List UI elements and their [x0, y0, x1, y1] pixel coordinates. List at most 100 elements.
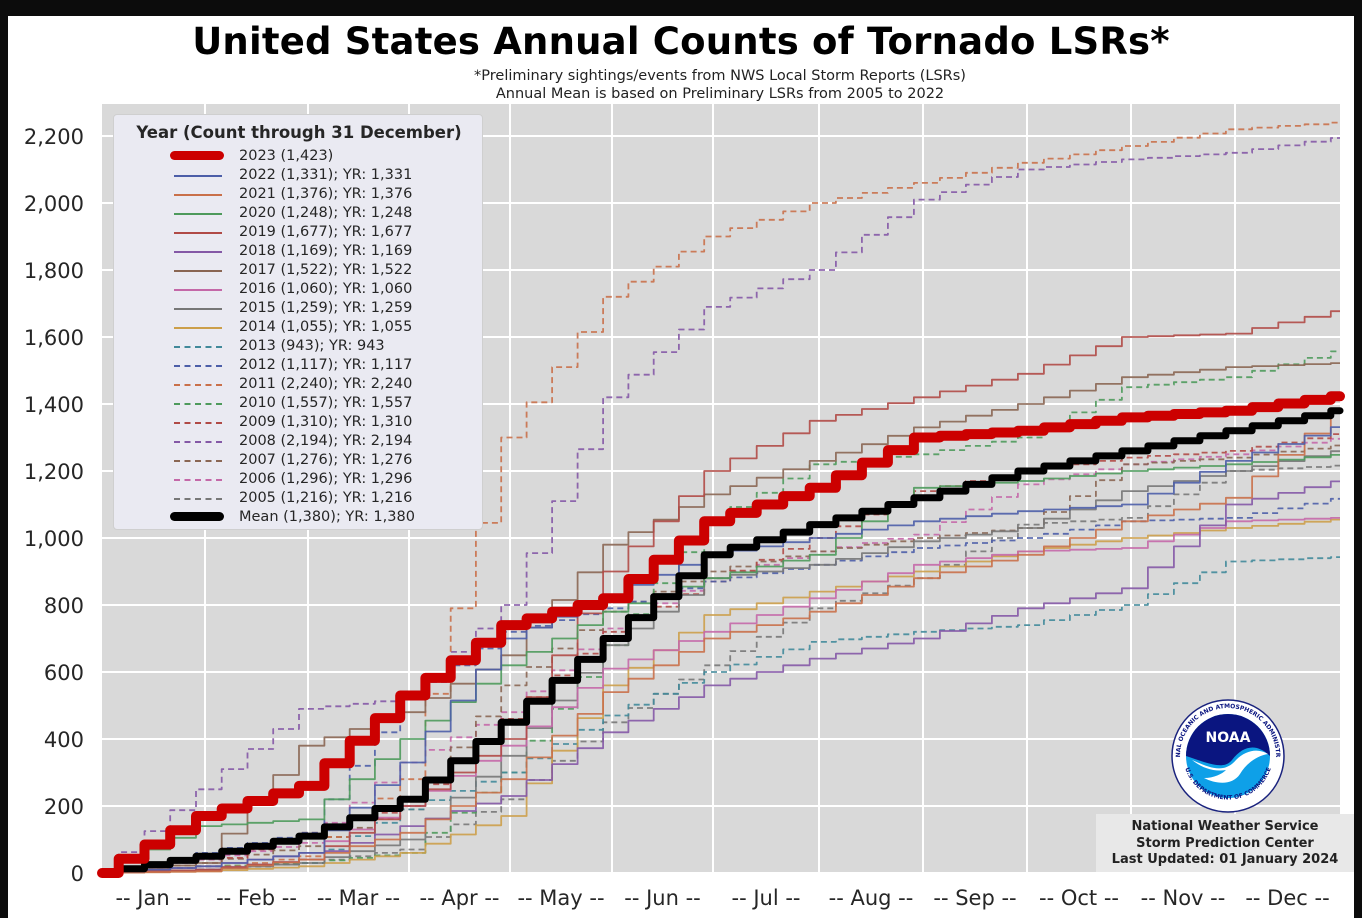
legend-title: Year (Count through 31 December): [136, 123, 462, 142]
y-tick-label: 1,800: [24, 259, 84, 283]
x-tick-label: -- Apr --: [420, 886, 500, 910]
legend-label: 2005 (1,216); YR: 1,216: [239, 490, 413, 506]
y-tick-label: 1,600: [24, 326, 84, 350]
legend-swatch: [174, 479, 222, 481]
y-tick-label: 2,000: [24, 192, 84, 216]
legend-swatch: [174, 289, 222, 291]
x-tick-label: -- Oct --: [1039, 886, 1119, 910]
x-tick-label: -- Sep --: [933, 886, 1016, 910]
legend-swatch: [174, 422, 222, 424]
legend-swatch: [170, 512, 224, 521]
series-line-2021: [102, 411, 1340, 874]
legend-swatch: [174, 441, 222, 443]
legend-item-2007: 2007 (1,276); YR: 1,276: [114, 451, 482, 470]
x-tick-label: -- Aug --: [829, 886, 914, 910]
legend-swatch: [174, 308, 222, 310]
legend-item-2014: 2014 (1,055); YR: 1,055: [114, 318, 482, 337]
legend-swatch: [174, 213, 222, 215]
x-tick-label: -- Jul --: [732, 886, 801, 910]
y-tick-label: 600: [44, 661, 84, 685]
noaa-logo: NOAA NATIONAL OCEANIC AND ATMOSPHERIC AD…: [1170, 698, 1285, 813]
legend-swatch: [174, 403, 222, 405]
series-line-2007: [102, 444, 1340, 874]
legend-item-2022: 2022 (1,331); YR: 1,331: [114, 166, 482, 185]
chart-title: United States Annual Counts of Tornado L…: [192, 20, 1170, 63]
legend-label: 2022 (1,331); YR: 1,331: [239, 167, 413, 183]
legend-swatch: [174, 365, 222, 367]
legend-swatch: [174, 251, 222, 253]
series-lines: [97, 121, 1345, 878]
legend-item-2023: 2023 (1,423): [114, 147, 482, 166]
credit-box: National Weather Service Storm Predictio…: [1096, 814, 1354, 872]
legend-item-2008: 2008 (2,194); YR: 2,194: [114, 432, 482, 451]
legend-label: 2008 (2,194); YR: 2,194: [239, 433, 413, 449]
y-tick-label: 2,200: [24, 125, 84, 149]
x-tick-label: -- Jan --: [115, 886, 191, 910]
legend-item-2006: 2006 (1,296); YR: 1,296: [114, 470, 482, 489]
legend-swatch: [174, 498, 222, 500]
y-tick-label: 1,400: [24, 393, 84, 417]
series-line-2023: [97, 391, 1345, 878]
legend-label: 2014 (1,055); YR: 1,055: [239, 319, 413, 335]
y-tick-label: 400: [44, 728, 84, 752]
legend-label: 2009 (1,310); YR: 1,310: [239, 414, 413, 430]
x-tick-label: -- Jun --: [624, 886, 700, 910]
legend-item-2015: 2015 (1,259); YR: 1,259: [114, 299, 482, 318]
legend-swatch: [174, 175, 222, 177]
x-tick-label: -- Nov --: [1141, 886, 1226, 910]
legend-item-mean: Mean (1,380); YR: 1,380: [114, 508, 482, 527]
last-updated: Last Updated: 01 January 2024: [1111, 852, 1339, 867]
legend-label: 2011 (2,240); YR: 2,240: [239, 376, 413, 392]
series-line-mean: [98, 407, 1344, 877]
legend-item-2005: 2005 (1,216); YR: 1,216: [114, 489, 482, 508]
x-tick-label: -- Mar --: [317, 886, 400, 910]
legend-label: 2015 (1,259); YR: 1,259: [239, 300, 413, 316]
series-line-2011: [102, 121, 1340, 874]
series-line-2020: [102, 454, 1340, 874]
y-tick-label: 800: [44, 594, 84, 618]
legend-item-2010: 2010 (1,557); YR: 1,557: [114, 394, 482, 413]
legend-label: 2023 (1,423): [239, 148, 334, 164]
y-axis: 0 200 400 600 800 1,000 1,200 1,400 1,600 1,800 2,…: [24, 125, 84, 886]
y-tick-label: 1,200: [24, 460, 84, 484]
legend-label: 2010 (1,557); YR: 1,557: [239, 395, 413, 411]
legend-item-2017: 2017 (1,522); YR: 1,522: [114, 261, 482, 280]
credit-center: Storm Prediction Center: [1136, 835, 1314, 851]
legend-item-2016: 2016 (1,060); YR: 1,060: [114, 280, 482, 299]
legend-swatch: [174, 346, 222, 348]
subtitle-line-1: *Preliminary sightings/events from NWS L…: [474, 68, 966, 84]
legend-label: Mean (1,380); YR: 1,380: [239, 509, 415, 525]
legend-label: 2007 (1,276); YR: 1,276: [239, 452, 413, 468]
y-tick-label: 200: [44, 795, 84, 819]
legend-swatch: [174, 327, 222, 329]
legend-swatch: [174, 460, 222, 462]
series-line-2017: [102, 362, 1340, 874]
legend-label: 2018 (1,169); YR: 1,169: [239, 243, 413, 259]
x-tick-label: -- May --: [517, 886, 604, 910]
legend-label: 2006 (1,296); YR: 1,296: [239, 471, 413, 487]
legend-swatch: [174, 384, 222, 386]
legend-label: 2020 (1,248); YR: 1,248: [239, 205, 413, 221]
x-axis: -- Jan -- -- Feb -- -- Mar -- -- Apr -- -- M…: [115, 886, 1329, 910]
x-tick-label: -- Feb --: [216, 886, 297, 910]
legend-label: 2021 (1,376); YR: 1,376: [239, 186, 413, 202]
credit-agency: National Weather Service: [1131, 819, 1319, 834]
legend-swatch: [174, 194, 222, 196]
legend-label: 2016 (1,060); YR: 1,060: [239, 281, 413, 297]
legend-label: 2017 (1,522); YR: 1,522: [239, 262, 413, 278]
legend-swatch: [174, 270, 222, 272]
legend: Year (Count through 31 December) 2023 (1…: [113, 114, 483, 530]
legend-item-2021: 2021 (1,376); YR: 1,376: [114, 185, 482, 204]
legend-swatch: [174, 232, 222, 234]
series-line-2008: [102, 137, 1340, 874]
legend-label: 2019 (1,677); YR: 1,677: [239, 224, 413, 240]
subtitle-line-2: Annual Mean is based on Preliminary LSRs…: [495, 86, 945, 102]
x-tick-label: -- Dec --: [1245, 886, 1329, 910]
legend-item-2018: 2018 (1,169); YR: 1,169: [114, 242, 482, 261]
legend-swatch: [170, 151, 224, 160]
legend-item-2009: 2009 (1,310); YR: 1,310: [114, 413, 482, 432]
y-tick-label: 0: [71, 862, 84, 886]
noaa-wordmark: NOAA: [1206, 730, 1251, 746]
legend-label: 2012 (1,117); YR: 1,117: [239, 357, 413, 373]
series-line-2014: [102, 518, 1340, 874]
